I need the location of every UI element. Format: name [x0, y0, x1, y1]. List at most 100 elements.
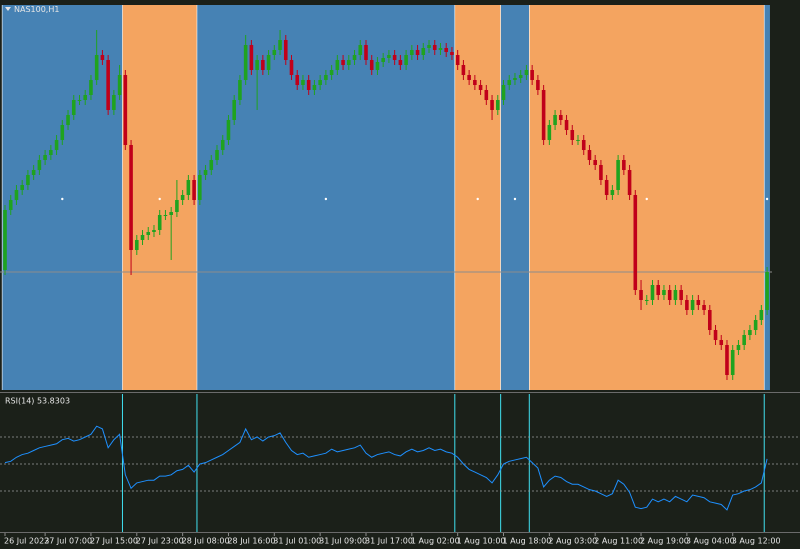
candle-body: [587, 150, 592, 160]
candle-body: [215, 150, 219, 160]
candle-body: [180, 195, 185, 200]
signal-zone: [122, 5, 197, 390]
candle-body: [507, 80, 512, 85]
candle-body: [736, 345, 741, 350]
candle-body: [89, 80, 93, 95]
candle-body: [175, 200, 179, 212]
candle-body: [473, 80, 477, 85]
candle-body: [157, 215, 162, 230]
candle-body: [622, 160, 626, 170]
zone-marker: [61, 197, 64, 201]
candle-body: [295, 75, 300, 85]
candle-body: [478, 85, 483, 90]
collapse-icon[interactable]: [5, 7, 11, 11]
zone-marker: [158, 197, 161, 201]
symbol-label: NAS100,H1: [14, 5, 59, 14]
candle-body: [559, 115, 563, 120]
zone-marker: [324, 197, 328, 201]
candle-body: [742, 335, 746, 345]
candle-body: [192, 180, 196, 200]
x-tick-label: 26 Jul 2023: [4, 537, 49, 546]
candle-body: [707, 310, 712, 330]
signal-zone: [196, 5, 455, 390]
candle-body: [238, 80, 242, 100]
candle-body: [134, 240, 139, 250]
candle-body: [444, 48, 449, 52]
candle-body: [54, 140, 59, 150]
candle-body: [581, 140, 586, 150]
candle-body: [31, 170, 36, 175]
candle-body: [455, 55, 460, 65]
candle-body: [765, 272, 769, 310]
candle-body: [169, 212, 173, 215]
candle-body: [415, 50, 420, 55]
x-tick-label: 27 Jul 23:00: [136, 537, 184, 546]
candle-body: [14, 190, 19, 200]
candle-body: [255, 60, 259, 70]
candle-body: [576, 140, 580, 141]
candle-body: [616, 160, 620, 190]
candle-body: [593, 160, 597, 165]
rsi-panel: [0, 394, 800, 532]
chart-right-edge: [772, 5, 800, 390]
candle-body: [748, 330, 752, 335]
candle-body: [410, 50, 414, 55]
candle-body: [249, 45, 254, 70]
candle-body: [364, 45, 368, 60]
x-tick-label: 2 Aug 03:00: [548, 537, 597, 546]
candle-body: [60, 125, 65, 140]
candle-body: [43, 155, 47, 160]
candle-body: [220, 140, 225, 150]
candle-body: [77, 100, 82, 101]
candle-body: [66, 115, 70, 125]
candle-body: [106, 60, 110, 110]
candle-body: [627, 170, 632, 195]
candle-body: [369, 60, 374, 70]
signal-zone: [454, 5, 501, 390]
candle-body: [375, 62, 380, 70]
x-tick-label: 2 Aug 11:00: [594, 537, 643, 546]
x-tick-label: 27 Jul 07:00: [44, 537, 92, 546]
zone-marker: [645, 197, 648, 201]
candle-body: [656, 285, 661, 295]
candle-body: [226, 120, 231, 140]
candle-body: [759, 310, 764, 320]
candle-body: [140, 235, 145, 240]
candle-body: [553, 115, 557, 125]
candle-body: [427, 45, 431, 48]
candle-body: [324, 75, 328, 80]
candle-body: [37, 160, 42, 170]
candle-body: [696, 300, 701, 305]
x-tick-label: 1 Aug 18:00: [503, 537, 552, 546]
candle-body: [421, 48, 426, 55]
candle-body: [644, 300, 649, 301]
candle-body: [650, 285, 655, 300]
x-tick-label: 27 Jul 15:00: [90, 537, 138, 546]
x-tick-label: 2 Aug 19:00: [640, 537, 689, 546]
candle-body: [26, 175, 30, 185]
signal-zone: [764, 5, 770, 390]
signal-zone: [2, 5, 123, 390]
candle-body: [381, 58, 385, 62]
candle-body: [243, 45, 248, 80]
candle-body: [347, 60, 351, 65]
candle-body: [129, 145, 133, 250]
candle-body: [123, 75, 128, 145]
candle-body: [100, 55, 105, 60]
candle-body: [518, 75, 523, 78]
candle-body: [358, 45, 363, 55]
candle-body: [685, 300, 689, 310]
candle-body: [329, 70, 334, 75]
rsi-line: [4, 425, 768, 511]
candle-body: [117, 75, 122, 95]
candle-body: [599, 165, 603, 180]
candle-body: [318, 80, 322, 85]
candle-body: [702, 305, 706, 310]
candle-body: [432, 45, 437, 50]
candle-body: [352, 55, 357, 60]
candle-body: [289, 60, 294, 75]
candle-body: [467, 75, 471, 80]
candle-body: [662, 290, 666, 295]
candle-body: [306, 80, 311, 90]
candle-body: [404, 55, 408, 65]
